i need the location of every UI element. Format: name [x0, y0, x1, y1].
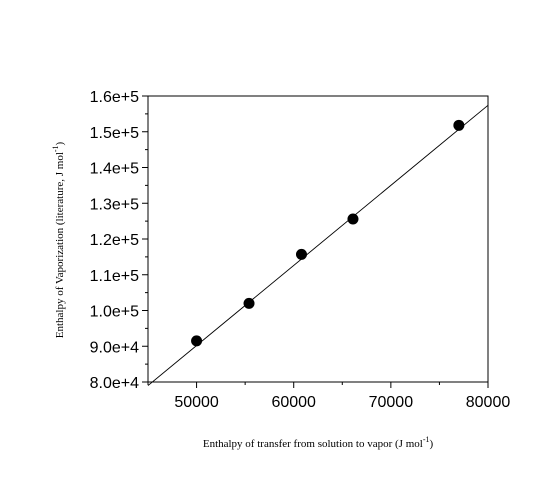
y-axis: 8.0e+4 9.0e+4 1.0e+5 1.1e+5 1.2e+5 1.3e+5 1.4e… — [90, 89, 148, 392]
data-points — [191, 119, 465, 347]
fit-line-group — [147, 104, 489, 386]
y-tick-label: 1.5e+5 — [90, 125, 139, 142]
y-tick-label: 1.4e+5 — [90, 161, 139, 178]
y-tick-label: 1.6e+5 — [90, 89, 139, 106]
data-point — [243, 297, 255, 309]
y-tick-label: 9.0e+4 — [90, 339, 139, 356]
y-tick-label: 1.2e+5 — [90, 232, 139, 249]
data-point — [295, 248, 307, 260]
x-tick-label: 50000 — [174, 394, 219, 411]
x-tick-label: 60000 — [271, 394, 316, 411]
data-point — [191, 335, 203, 347]
x-tick-label: 80000 — [466, 394, 511, 411]
y-tick-label: 1.3e+5 — [90, 196, 139, 213]
y-tick-label: 1.1e+5 — [90, 268, 139, 285]
data-point — [453, 119, 465, 131]
y-tick-label: 8.0e+4 — [90, 375, 139, 392]
x-axis: 50000 60000 70000 80000 — [147, 382, 511, 411]
y-tick-label: 1.0e+5 — [90, 304, 139, 321]
fit-line — [147, 104, 489, 386]
data-point — [347, 213, 359, 225]
y-axis-title: Enthalpy of Vaporization (literature, J … — [51, 141, 66, 338]
x-tick-label: 70000 — [369, 394, 414, 411]
x-axis-title: Enthalpy of transfer from solution to va… — [203, 435, 434, 450]
